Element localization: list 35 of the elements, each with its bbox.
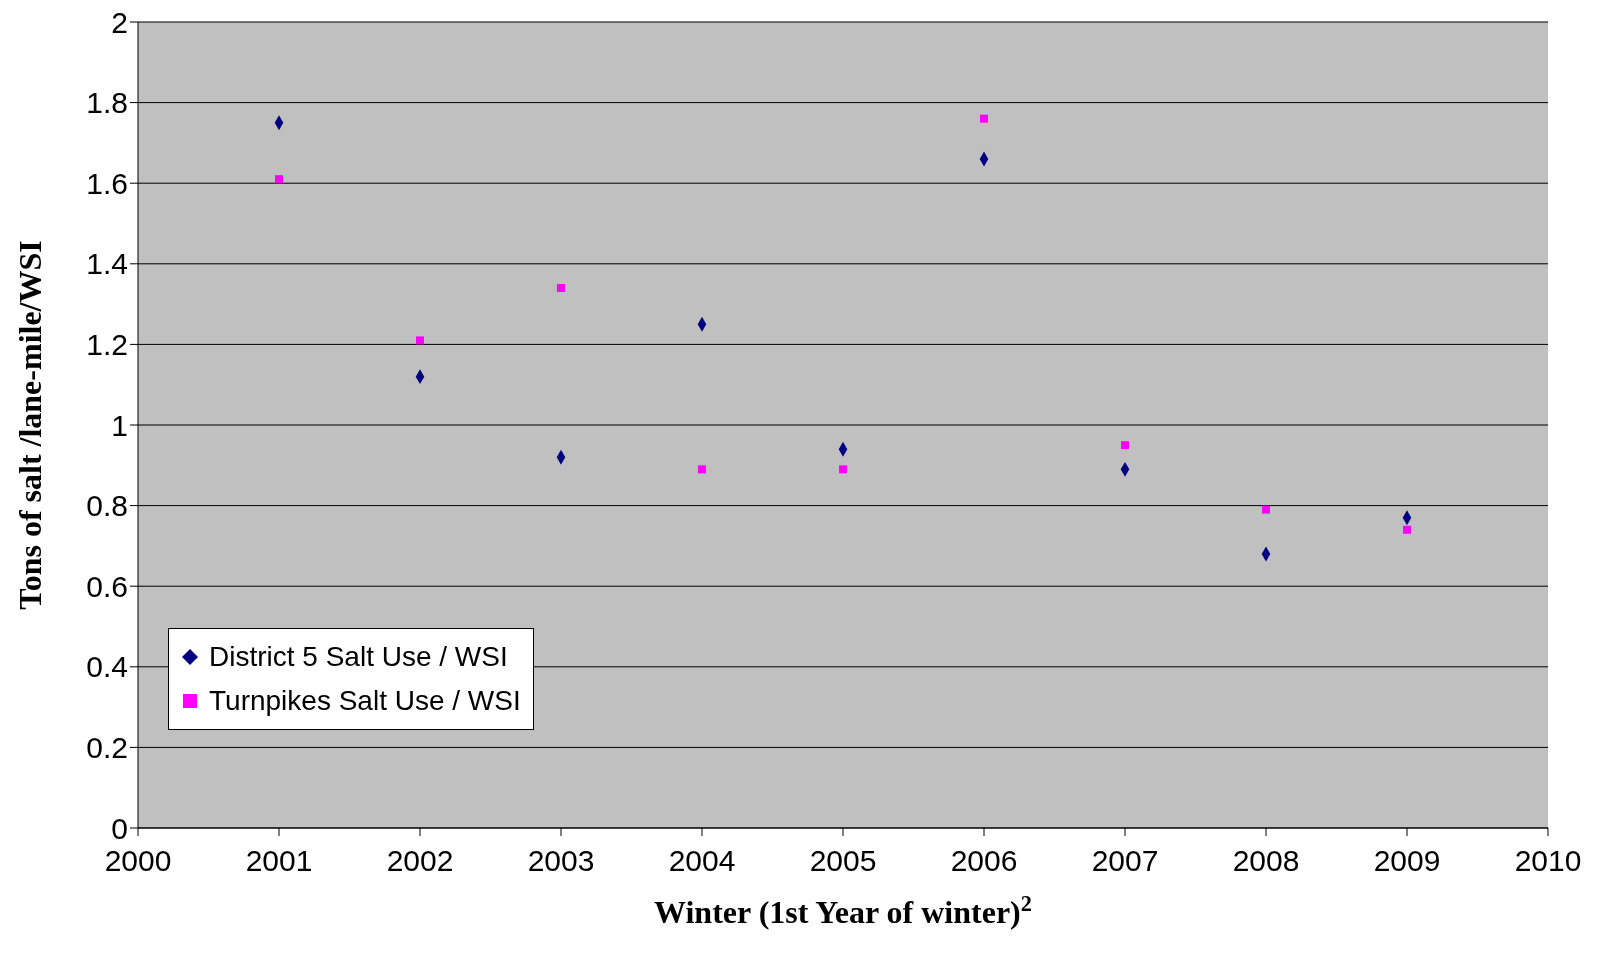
point bbox=[1262, 505, 1270, 514]
x-tick-label: 2006 bbox=[950, 844, 1018, 878]
y-tick-label: 0.8 bbox=[86, 489, 128, 523]
x-axis-title: Winter (1st Year of winter)$^{2}$ bbox=[654, 890, 1032, 930]
x-tick-label: 2010 bbox=[1514, 844, 1582, 878]
x-tick-label: 2008 bbox=[1232, 844, 1300, 878]
x-tick-label: 2009 bbox=[1373, 844, 1441, 878]
x-tick-label: 2001 bbox=[245, 844, 313, 878]
point bbox=[839, 465, 847, 474]
y-axis-title: Tons of salt /lane-mile/WSI bbox=[12, 240, 48, 610]
x-tick-label: 2005 bbox=[809, 844, 877, 878]
y-tick-label: 2 bbox=[111, 5, 128, 39]
y-tick-label: 0.4 bbox=[86, 650, 128, 684]
x-tick-label: 2004 bbox=[668, 844, 736, 878]
x-tick-label: 2007 bbox=[1091, 844, 1159, 878]
point bbox=[557, 283, 565, 292]
y-tick-label: 0 bbox=[111, 811, 128, 845]
y-tick-label: 0.6 bbox=[86, 569, 128, 603]
legend-label: Turnpikes Salt Use / WSI bbox=[209, 684, 521, 718]
y-tick-label: 1.8 bbox=[86, 86, 128, 120]
y-tick-label: 1.4 bbox=[86, 247, 128, 281]
x-tick-label: 2000 bbox=[104, 844, 172, 878]
point bbox=[416, 336, 424, 345]
x-tick-label: 2002 bbox=[386, 844, 454, 878]
point bbox=[698, 465, 706, 474]
y-tick-label: 1 bbox=[111, 408, 128, 442]
point bbox=[1121, 441, 1129, 450]
point bbox=[1403, 525, 1411, 534]
point bbox=[980, 114, 988, 123]
y-tick-label: 1.6 bbox=[86, 166, 128, 200]
legend-label: District 5 Salt Use / WSI bbox=[209, 640, 508, 674]
y-tick-label: 0.2 bbox=[86, 731, 128, 765]
x-tick-label: 2003 bbox=[527, 844, 595, 878]
point bbox=[275, 175, 283, 184]
y-tick-label: 1.2 bbox=[86, 328, 128, 362]
